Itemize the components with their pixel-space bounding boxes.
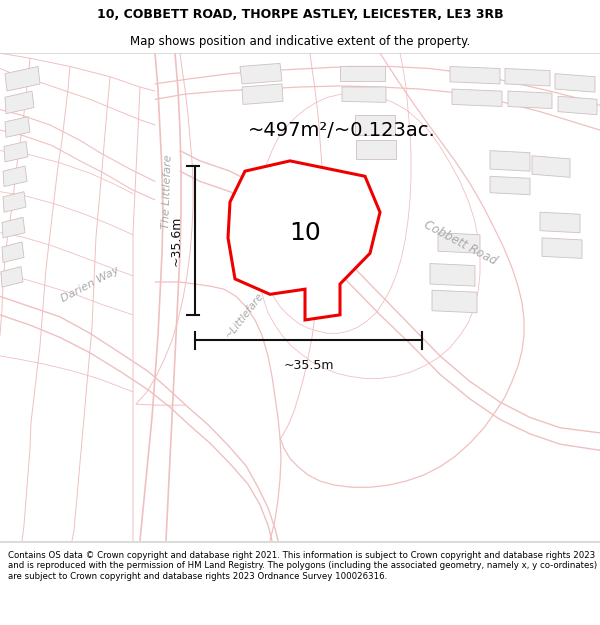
Polygon shape — [490, 151, 530, 171]
Polygon shape — [5, 117, 30, 138]
Polygon shape — [355, 115, 395, 135]
Polygon shape — [532, 156, 570, 178]
Text: Cobbett Road: Cobbett Road — [421, 218, 499, 268]
Polygon shape — [3, 192, 26, 213]
Polygon shape — [430, 264, 475, 286]
Polygon shape — [5, 66, 40, 91]
Polygon shape — [4, 141, 28, 162]
Text: ~35.6m: ~35.6m — [170, 215, 183, 266]
Polygon shape — [356, 141, 396, 159]
Text: 10: 10 — [289, 221, 321, 245]
Polygon shape — [5, 91, 34, 114]
Polygon shape — [438, 232, 480, 253]
Polygon shape — [240, 63, 282, 84]
Polygon shape — [542, 238, 582, 258]
Polygon shape — [3, 166, 27, 186]
Text: Map shows position and indicative extent of the property.: Map shows position and indicative extent… — [130, 35, 470, 48]
Polygon shape — [540, 213, 580, 232]
Polygon shape — [342, 87, 386, 103]
Text: ~35.5m: ~35.5m — [283, 359, 334, 372]
Text: Darien Way: Darien Way — [59, 264, 121, 304]
Text: 10, COBBETT ROAD, THORPE ASTLEY, LEICESTER, LE3 3RB: 10, COBBETT ROAD, THORPE ASTLEY, LEICEST… — [97, 8, 503, 21]
Polygon shape — [2, 217, 25, 238]
Polygon shape — [2, 242, 24, 262]
Polygon shape — [490, 176, 530, 195]
Text: ~Littlefare: ~Littlefare — [224, 290, 266, 340]
Polygon shape — [340, 66, 385, 81]
Polygon shape — [1, 267, 23, 287]
Polygon shape — [508, 91, 552, 109]
Polygon shape — [228, 161, 380, 320]
Polygon shape — [555, 74, 595, 92]
Polygon shape — [432, 290, 477, 312]
Polygon shape — [558, 96, 597, 115]
Polygon shape — [242, 84, 283, 104]
Text: The Littlefare: The Littlefare — [161, 154, 173, 229]
Text: Contains OS data © Crown copyright and database right 2021. This information is : Contains OS data © Crown copyright and d… — [8, 551, 597, 581]
Text: ~497m²/~0.123ac.: ~497m²/~0.123ac. — [248, 121, 436, 139]
Polygon shape — [450, 66, 500, 84]
Polygon shape — [452, 89, 502, 106]
Polygon shape — [505, 69, 550, 86]
